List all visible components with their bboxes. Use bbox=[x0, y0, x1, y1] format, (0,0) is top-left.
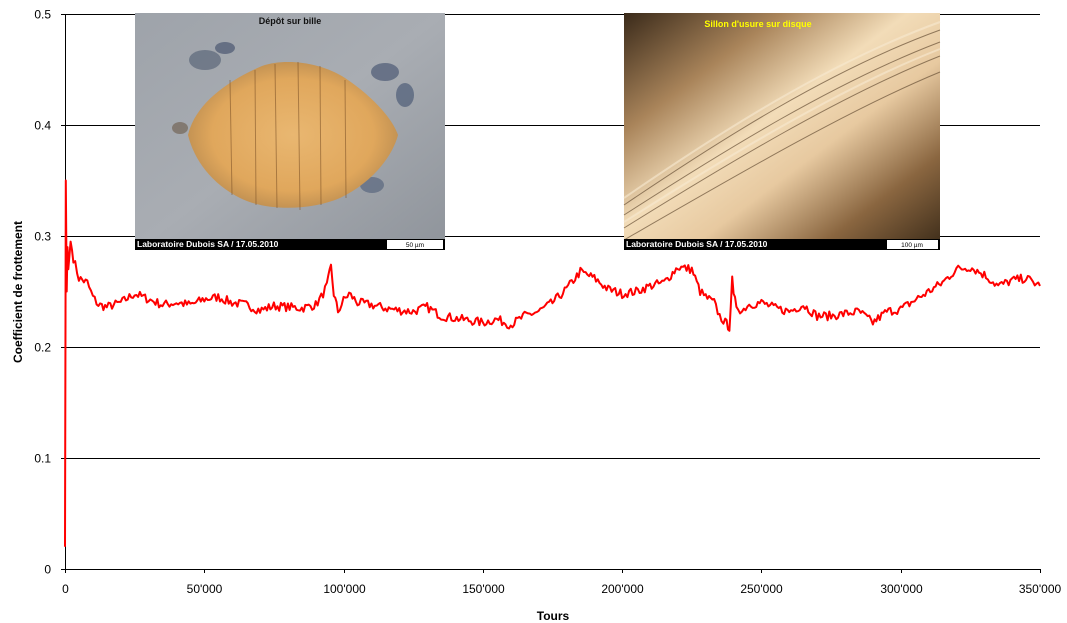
y-axis-title: Coefficient de frottement bbox=[11, 221, 25, 363]
x-tick-label: 200'000 bbox=[601, 582, 644, 596]
disc-photo-scale: 100 µm bbox=[901, 242, 923, 249]
y-tick-label: 0.4 bbox=[34, 119, 51, 133]
ball-photo-title: Dépôt sur bille bbox=[259, 16, 322, 26]
ball-deposit-streaks bbox=[229, 61, 347, 211]
y-tick-label: 0.2 bbox=[34, 341, 51, 355]
x-tick-label: 300'000 bbox=[880, 582, 923, 596]
inset-photo-disc: Sillon d'usure sur disque Laboratoire Du… bbox=[623, 13, 941, 250]
y-tick-label: 0.1 bbox=[34, 452, 51, 466]
ball-dark-stains bbox=[172, 42, 414, 193]
disc-wear-track-highlights bbox=[623, 21, 941, 223]
x-tick-label: 100'000 bbox=[323, 582, 366, 596]
x-tick-label: 350'000 bbox=[1019, 582, 1062, 596]
x-tick-label: 0 bbox=[62, 582, 69, 596]
ball-photo-scale: 50 µm bbox=[406, 242, 424, 249]
x-tick-label: 150'000 bbox=[462, 582, 505, 596]
y-tick-label: 0.5 bbox=[34, 8, 51, 22]
x-axis-title: Tours bbox=[537, 609, 570, 623]
series-line bbox=[64, 179, 1041, 547]
disc-photo-caption: Laboratoire Dubois SA / 17.05.2010 bbox=[626, 239, 768, 249]
disc-wear-track-lines bbox=[623, 29, 941, 241]
y-axis-ticks: 0 0.1 0.2 0.3 0.4 0.5 bbox=[34, 8, 65, 577]
x-axis-ticks: 0 50'000 100'000 150'000 200'000 250'000 300'0… bbox=[62, 569, 1061, 596]
x-tick-label: 250'000 bbox=[740, 582, 783, 596]
disc-photo-title: Sillon d'usure sur disque bbox=[704, 19, 811, 29]
x-tick-label: 50'000 bbox=[187, 582, 223, 596]
inset-photo-ball: Dépôt sur bille Laboratoire Dubois SA / … bbox=[135, 13, 445, 250]
y-tick-label: 0 bbox=[44, 563, 51, 577]
ball-photo-caption: Laboratoire Dubois SA / 17.05.2010 bbox=[137, 239, 279, 249]
y-tick-label: 0.3 bbox=[34, 230, 51, 244]
